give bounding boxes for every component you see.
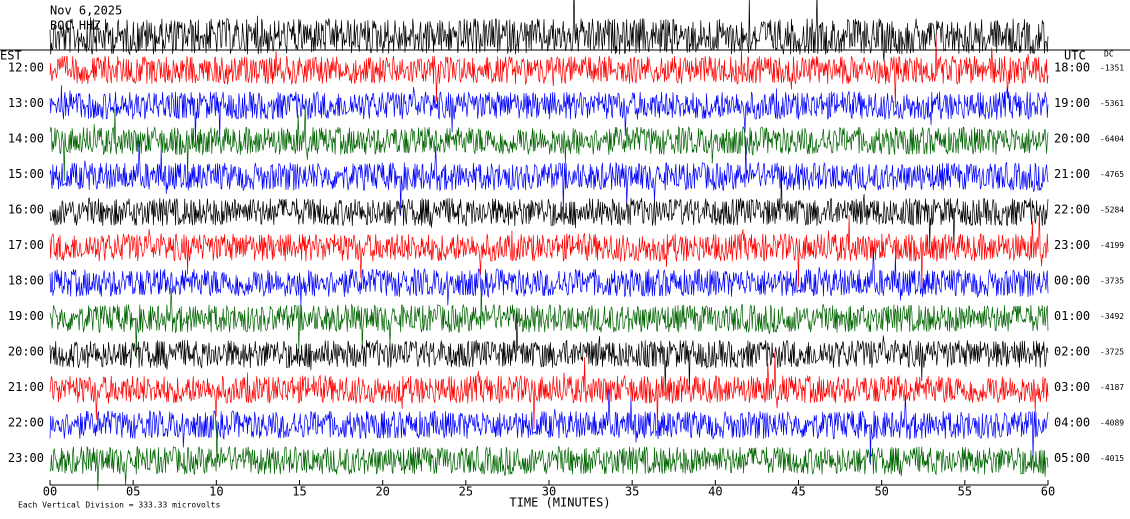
- trace: [49, 312, 1049, 391]
- trace: [49, 278, 1049, 359]
- utc-label: 23:00: [1054, 238, 1090, 252]
- dc-label: -6404: [1100, 135, 1124, 144]
- utc-label: 05:00: [1054, 451, 1090, 465]
- tick-label: 15: [292, 485, 306, 499]
- utc-label: 20:00: [1054, 132, 1090, 146]
- trace: [49, 349, 1049, 431]
- trace: [49, 33, 1049, 108]
- trace: [49, 85, 1049, 143]
- trace: [49, 420, 1049, 491]
- dc-header: DC: [1104, 50, 1114, 59]
- trace: [49, 170, 1049, 249]
- tick-label: 55: [958, 485, 972, 499]
- tick-label: 00: [43, 485, 57, 499]
- est-label: 18:00: [8, 274, 44, 288]
- dc-label: -3735: [1100, 277, 1124, 286]
- utc-label: 03:00: [1054, 380, 1090, 394]
- utc-label: 00:00: [1054, 274, 1090, 288]
- tick-label: 50: [874, 485, 888, 499]
- tick-label: 20: [375, 485, 389, 499]
- dc-label: -4089: [1100, 419, 1124, 428]
- est-label: 17:00: [8, 238, 44, 252]
- dc-label: -4199: [1100, 241, 1124, 250]
- utc-label: 18:00: [1054, 61, 1090, 75]
- est-label: 14:00: [8, 132, 44, 146]
- trace: [49, 0, 1049, 62]
- trace: [49, 101, 1049, 182]
- dc-label: -5284: [1100, 206, 1124, 215]
- right-zone: UTC: [1064, 49, 1086, 63]
- utc-label: 21:00: [1054, 167, 1090, 181]
- trace: [49, 247, 1049, 306]
- axis-label: TIME (MINUTES): [509, 496, 610, 510]
- est-label: 16:00: [8, 203, 44, 217]
- dc-label: -4765: [1100, 170, 1124, 179]
- tick-label: 05: [126, 485, 140, 499]
- tick-label: 30: [542, 485, 556, 499]
- trace: [49, 136, 1049, 217]
- est-label: 12:00: [8, 61, 44, 75]
- dc-label: -4015: [1100, 454, 1124, 463]
- tick-label: 40: [708, 485, 722, 499]
- date: Nov 6,2025: [50, 4, 122, 18]
- est-label: 15:00: [8, 167, 44, 181]
- dc-label: -4187: [1100, 383, 1124, 392]
- tick-label: 25: [459, 485, 473, 499]
- dc-label: -3725: [1100, 348, 1124, 357]
- tick-label: 45: [791, 485, 805, 499]
- utc-label: 01:00: [1054, 309, 1090, 323]
- tick-label: 10: [209, 485, 223, 499]
- dc-label: -3492: [1100, 312, 1124, 321]
- est-label: 23:00: [8, 451, 44, 465]
- station: BOC HHZ: [50, 19, 101, 33]
- footer: Each Vertical Division = 333.33 microvol…: [18, 501, 220, 510]
- utc-label: 04:00: [1054, 416, 1090, 430]
- utc-label: 22:00: [1054, 203, 1090, 217]
- est-label: 21:00: [8, 380, 44, 394]
- est-label: 20:00: [8, 345, 44, 359]
- tick-label: 60: [1041, 485, 1055, 499]
- est-label: 19:00: [8, 309, 44, 323]
- trace: [49, 207, 1049, 289]
- dc-label: -5361: [1100, 99, 1124, 108]
- est-label: 22:00: [8, 416, 44, 430]
- tick-label: 35: [625, 485, 639, 499]
- utc-label: 02:00: [1054, 345, 1090, 359]
- dc-label: -1351: [1100, 64, 1124, 73]
- left-zone: EST: [0, 49, 22, 63]
- est-label: 13:00: [8, 96, 44, 110]
- utc-label: 19:00: [1054, 96, 1090, 110]
- traces: [49, 0, 1049, 491]
